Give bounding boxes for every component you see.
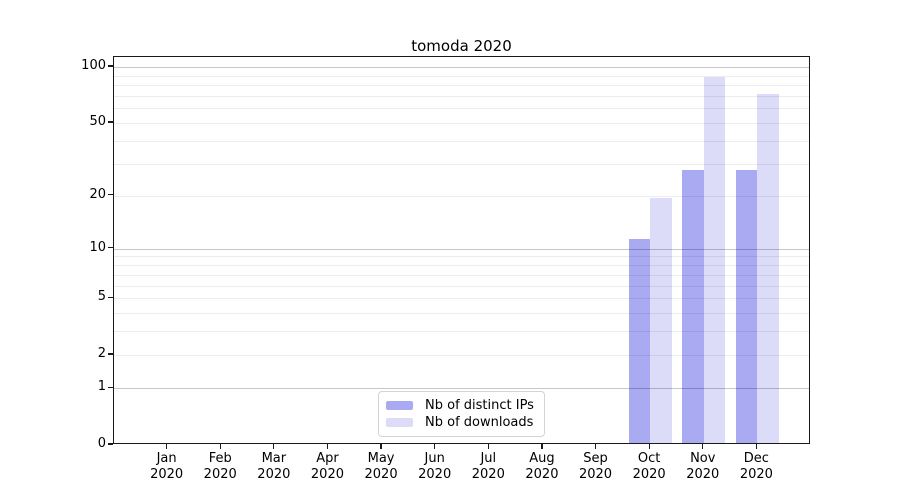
x-tick-label: Oct 2020 bbox=[632, 451, 666, 482]
legend-swatch-downloads bbox=[386, 418, 413, 427]
y-tick-label: 1 bbox=[97, 379, 106, 395]
gridline-major bbox=[114, 388, 809, 390]
gridline-minor bbox=[114, 355, 809, 357]
legend-label: Nb of distinct IPs bbox=[425, 398, 534, 413]
x-tick-mark bbox=[487, 444, 489, 449]
x-tick-label: Aug 2020 bbox=[525, 451, 559, 482]
gridline-minor bbox=[114, 274, 809, 276]
y-tick-label: 0 bbox=[97, 436, 106, 451]
x-tick-mark bbox=[541, 444, 543, 449]
x-tick-label: May 2020 bbox=[364, 451, 398, 482]
x-tick-mark bbox=[273, 444, 275, 449]
x-tick-label: Dec 2020 bbox=[739, 451, 773, 482]
gridline-minor bbox=[114, 313, 809, 315]
bar-distinct-ips-oct bbox=[628, 239, 651, 443]
y-tick-mark bbox=[108, 121, 113, 123]
y-tick-mark bbox=[108, 443, 113, 445]
y-tick-label: 100 bbox=[81, 58, 106, 73]
plot-area bbox=[113, 56, 810, 444]
x-tick-label: Mar 2020 bbox=[257, 451, 291, 482]
y-tick-label: 5 bbox=[97, 289, 106, 305]
gridline-minor bbox=[114, 298, 809, 300]
bar-downloads-nov bbox=[703, 77, 726, 443]
bar-distinct-ips-dec bbox=[735, 170, 758, 443]
y-tick-mark bbox=[108, 65, 113, 67]
x-tick-label: Jun 2020 bbox=[418, 451, 452, 482]
y-tick-mark bbox=[108, 194, 113, 196]
gridline-minor bbox=[114, 85, 809, 87]
gridline-minor bbox=[114, 163, 809, 165]
y-tick-label: 10 bbox=[89, 239, 106, 255]
x-tick-label: Jan 2020 bbox=[150, 451, 184, 482]
legend-entry-downloads: Nb of downloads bbox=[386, 414, 536, 431]
y-tick-mark bbox=[108, 247, 113, 249]
x-tick-label: Jul 2020 bbox=[471, 451, 505, 482]
gridline-minor bbox=[114, 195, 809, 197]
legend-label: Nb of downloads bbox=[425, 415, 534, 430]
x-tick-mark bbox=[166, 444, 168, 449]
gridline-minor bbox=[114, 265, 809, 267]
gridline-minor bbox=[114, 256, 809, 258]
x-tick-mark bbox=[434, 444, 436, 449]
gridline-minor bbox=[114, 285, 809, 287]
gridline-minor bbox=[114, 75, 809, 77]
bar-downloads-dec bbox=[757, 93, 779, 443]
gridline-major bbox=[114, 248, 809, 250]
y-tick-label: 20 bbox=[89, 186, 106, 202]
x-tick-mark bbox=[648, 444, 650, 449]
x-tick-mark bbox=[326, 444, 329, 449]
x-tick-mark bbox=[219, 444, 221, 449]
legend: Nb of distinct IPs Nb of downloads bbox=[378, 391, 545, 437]
y-tick-mark bbox=[108, 386, 113, 388]
y-tick-label: 2 bbox=[97, 346, 106, 362]
gridline-major bbox=[114, 67, 809, 68]
gridline-minor bbox=[114, 95, 809, 97]
x-tick-label: Sep 2020 bbox=[578, 451, 613, 482]
gridline-minor bbox=[114, 108, 809, 110]
x-tick-label: Feb 2020 bbox=[203, 451, 237, 482]
y-tick-mark bbox=[108, 296, 113, 298]
legend-entry-distinct-ips: Nb of distinct IPs bbox=[386, 397, 536, 414]
x-tick-mark bbox=[702, 444, 704, 449]
bar-distinct-ips-nov bbox=[682, 170, 704, 443]
y-tick-mark bbox=[108, 353, 113, 355]
legend-swatch-distinct-ips bbox=[386, 401, 413, 410]
gridline-minor bbox=[114, 122, 809, 124]
bar-downloads-oct bbox=[650, 197, 672, 443]
y-tick-label: 50 bbox=[89, 113, 106, 129]
gridline-minor bbox=[114, 140, 809, 142]
x-tick-label: Nov 2020 bbox=[686, 451, 720, 482]
x-tick-label: Apr 2020 bbox=[310, 451, 344, 482]
x-tick-mark bbox=[594, 444, 597, 449]
chart-title: tomoda 2020 bbox=[411, 37, 512, 55]
x-tick-mark bbox=[755, 444, 757, 449]
x-tick-mark bbox=[380, 444, 382, 449]
gridline-minor bbox=[114, 331, 809, 333]
